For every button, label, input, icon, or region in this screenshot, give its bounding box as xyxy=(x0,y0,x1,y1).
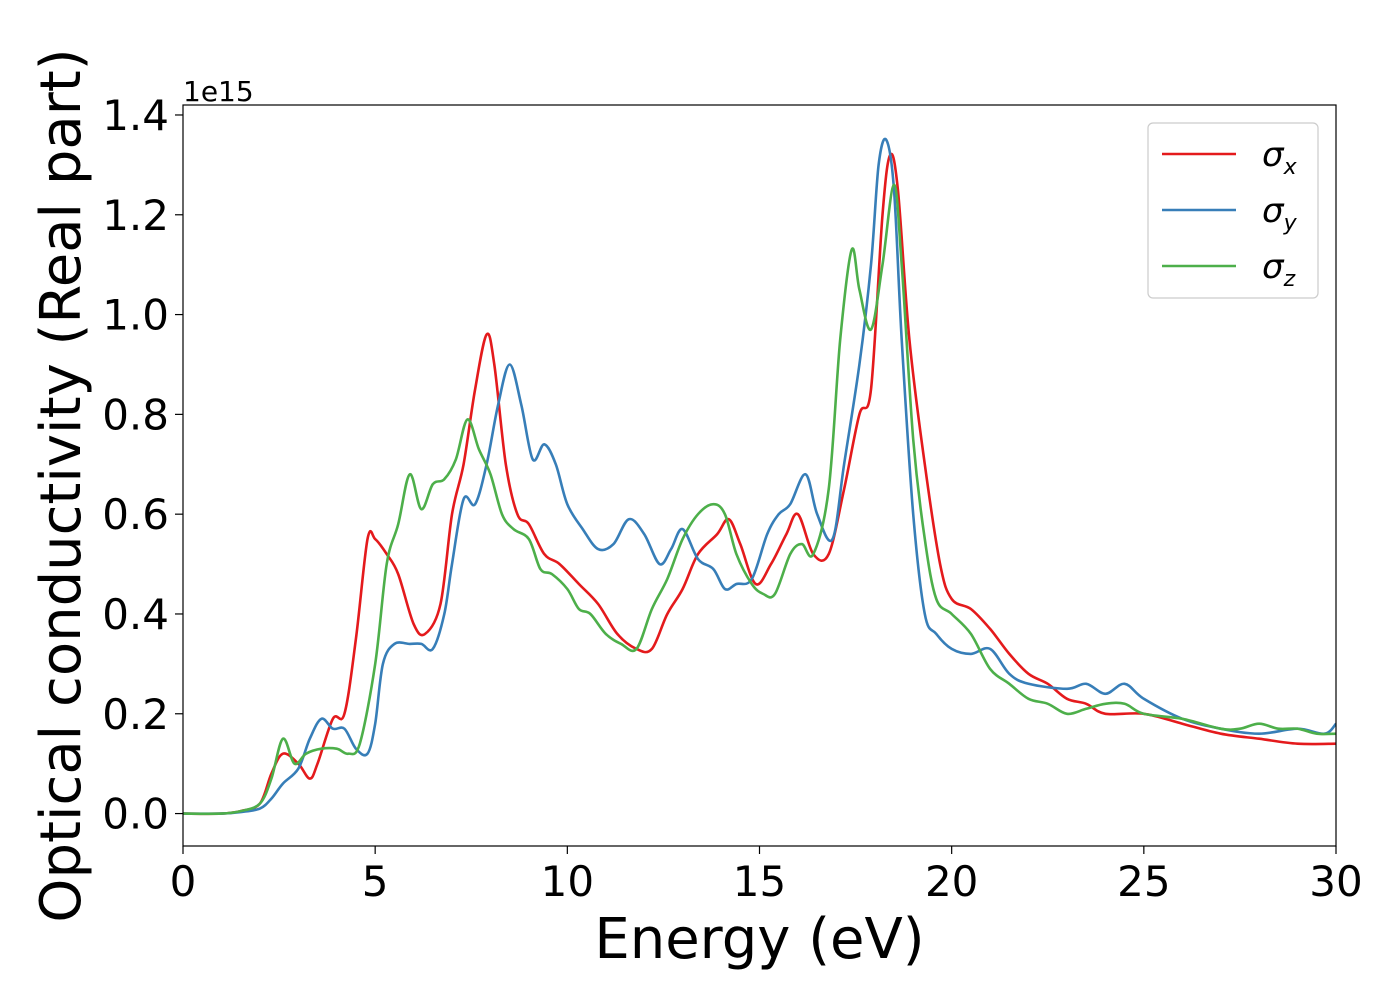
x-tick-label: 0 xyxy=(170,857,197,906)
y-tick-label: 1.0 xyxy=(102,291,169,340)
y-tick-label: 1.2 xyxy=(102,191,169,240)
series-layer xyxy=(183,137,1336,816)
y-tick-label: 0.4 xyxy=(102,590,169,639)
x-tick-label: 30 xyxy=(1309,857,1362,906)
x-axis-label: Energy (eV) xyxy=(594,907,924,972)
series-line-x xyxy=(183,152,1336,816)
x-tick-label: 5 xyxy=(362,857,389,906)
x-tick-label: 25 xyxy=(1117,857,1170,906)
y-tick-label: 0.2 xyxy=(102,690,169,739)
y-tick-label: 1.4 xyxy=(102,91,169,140)
legend-label-z: σz xyxy=(1262,247,1296,292)
y-tick-label: 0.8 xyxy=(102,390,169,439)
y-axis-label: Optical conductivity (Real part) xyxy=(29,48,94,922)
y-offset-text: 1e15 xyxy=(183,75,254,108)
x-tick-label: 15 xyxy=(733,857,786,906)
x-tick-label: 10 xyxy=(541,857,594,906)
series-line-z xyxy=(183,183,1336,816)
x-tick-label: 20 xyxy=(925,857,978,906)
legend-label-x: σx xyxy=(1262,135,1298,180)
series-line-y xyxy=(183,137,1336,815)
ticks-layer: 0 5 10 15 20 25 30 0.0 0.2 0.4 0.6 0.8 1.0 1.2 1.4 xyxy=(102,91,1363,906)
legend: σx σy σz xyxy=(1147,122,1319,299)
legend-label-y: σy xyxy=(1262,191,1298,236)
y-tick-label: 0.6 xyxy=(102,490,169,539)
y-tick-label: 0.0 xyxy=(102,790,169,839)
